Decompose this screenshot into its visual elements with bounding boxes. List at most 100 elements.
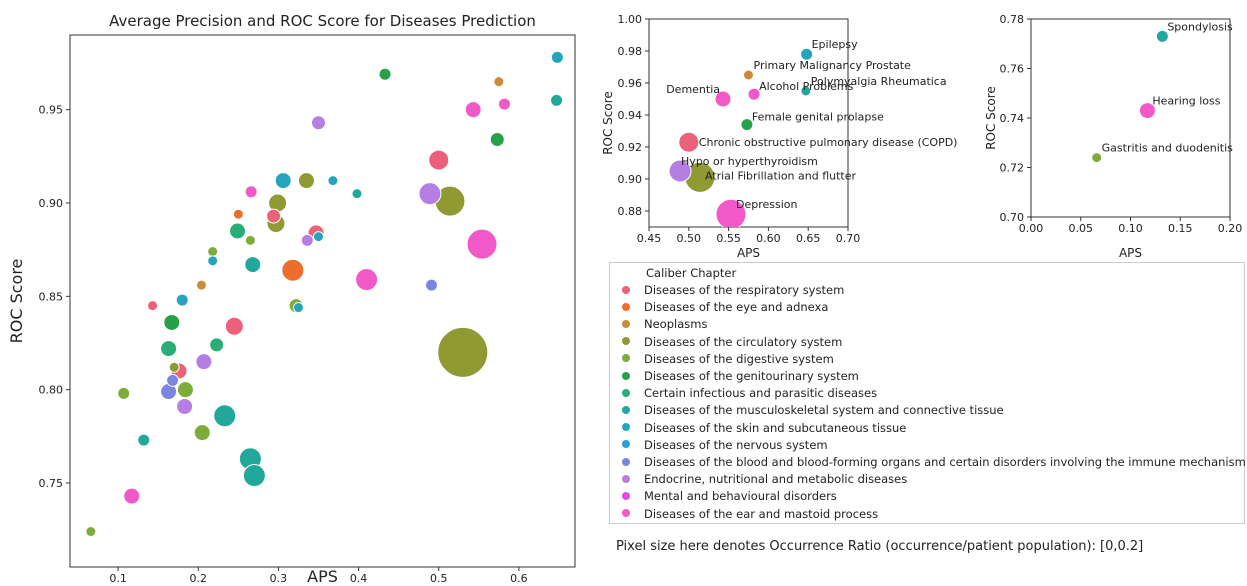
y-tick-label: 0.94	[618, 109, 643, 122]
scatter-point	[213, 404, 237, 428]
legend-label: Diseases of the nervous system	[644, 437, 828, 452]
legend: Caliber Chapter Diseases of the respirat…	[609, 262, 1246, 524]
chart-low-zoom: 0.00 0.05 0.10 0.15 0.20 0.70 0.72 0.74 0.76 0.78…	[984, 13, 1242, 260]
scatter-point	[297, 172, 315, 190]
x-axis-label: APS	[737, 246, 760, 260]
scatter-point	[229, 222, 247, 240]
point-label: Female genital prolapse	[752, 111, 884, 124]
legend-marker	[622, 319, 630, 328]
y-tick-label: 0.88	[618, 205, 643, 218]
size-note: Pixel size here denotes Occurrence Ratio…	[616, 539, 1144, 554]
scatter-point	[195, 353, 213, 371]
scatter-point	[207, 246, 219, 258]
legend-label: Diseases of the musculoskeletal system a…	[644, 403, 1004, 418]
legend-item: Diseases of the ear and mastoid process	[622, 507, 878, 523]
chart-main: 0.1 0.2 0.3 0.4 0.5 0.6 0.75 0.80 0.85 0.90 0.95 Av…	[7, 12, 576, 586]
legend-marker	[622, 302, 630, 311]
chart-top-zoom: 0.45 0.50 0.55 0.60 0.65 0.70 0.88 0.90 0.92 0.94…	[601, 13, 957, 260]
legend-item: Mental and behavioural disorders	[622, 489, 837, 505]
y-axis-label: ROC Score	[601, 91, 615, 155]
legend-label: Diseases of the blood and blood-forming …	[644, 455, 1246, 469]
point-label: Hypo or hyperthyroidism	[681, 155, 818, 168]
x-tick-label: 0.65	[796, 232, 821, 245]
scatter-point	[193, 424, 211, 442]
scatter-point	[224, 316, 244, 336]
scatter-point	[1155, 29, 1169, 43]
scatter-point	[176, 381, 194, 399]
y-tick-label: 0.80	[39, 384, 64, 397]
scatter-point	[418, 182, 442, 206]
point-label: Chronic obstructive pulmonary disease (C…	[699, 136, 958, 149]
legend-marker	[622, 405, 630, 414]
y-tick-label: 1.00	[618, 13, 643, 26]
scatter-point	[244, 185, 258, 199]
scatter-point	[147, 300, 159, 312]
y-tick-label: 0.76	[1000, 63, 1025, 76]
y-tick-label: 0.75	[39, 477, 64, 490]
y-tick-label: 0.85	[39, 290, 64, 303]
legend-marker	[622, 509, 630, 518]
scatter-point	[163, 313, 181, 331]
scatter-point	[1091, 152, 1103, 164]
x-tick-label: 0.1	[109, 572, 127, 585]
legend-marker	[622, 474, 630, 483]
legend-item: Diseases of the circulatory system	[622, 335, 842, 351]
scatter-point	[266, 208, 282, 224]
y-axis-label: ROC Score	[984, 86, 998, 150]
y-axis-label: ROC Score	[7, 259, 26, 344]
scatter-point	[489, 132, 505, 148]
x-tick-label: 0.45	[637, 232, 662, 245]
scatter-point	[425, 278, 439, 292]
point-label: Hearing loss	[1152, 95, 1220, 108]
scatter-point	[312, 231, 324, 243]
point-label: Alcohol Problems	[759, 80, 854, 93]
scatter-point	[195, 279, 207, 291]
legend-label: Endocrine, nutritional and metabolic dis…	[644, 472, 908, 487]
scatter-point	[493, 76, 505, 88]
scatter-point	[497, 97, 511, 111]
scatter-point	[166, 373, 180, 387]
legend-marker	[622, 423, 630, 432]
legend-label: Diseases of the digestive system	[644, 351, 834, 366]
legend-item: Diseases of the genitourinary system	[622, 369, 859, 385]
legend-item: Certain infectious and parasitic disease…	[622, 386, 877, 402]
y-tick-label: 0.96	[618, 77, 643, 90]
legend-item: Diseases of the musculoskeletal system a…	[622, 403, 1004, 419]
scatter-point	[740, 118, 754, 132]
scatter-point	[85, 526, 97, 538]
scatter-point	[437, 326, 489, 378]
scatter-point	[232, 208, 244, 220]
point-label: Atrial Fibrillation and flutter	[705, 169, 857, 182]
x-tick-label: 0.3	[270, 572, 288, 585]
scatter-point	[327, 175, 339, 187]
legend-marker	[622, 354, 630, 363]
legend-marker	[622, 457, 630, 466]
scatter-point	[800, 47, 814, 61]
scatter-point	[747, 87, 761, 101]
point-label: Dementia	[666, 83, 720, 96]
points-layer	[1091, 29, 1169, 164]
scatter-point	[715, 198, 747, 227]
legend-label: Diseases of the eye and adnexa	[644, 300, 829, 315]
scatter-point	[207, 255, 219, 267]
legend-label: Diseases of the genitourinary system	[644, 369, 859, 383]
scatter-point	[743, 69, 754, 81]
point-label: Gastritis and duodenitis	[1102, 142, 1234, 155]
scatter-point	[274, 172, 292, 190]
x-tick-label: 0.5	[430, 572, 448, 585]
legend-marker	[622, 285, 630, 294]
scatter-point	[175, 293, 189, 307]
point-label: Depression	[736, 198, 798, 211]
x-tick-label: 0.05	[1069, 222, 1094, 235]
legend-label: Diseases of the respiratory system	[644, 283, 845, 297]
x-tick-label: 0.00	[1019, 222, 1044, 235]
x-tick-label: 0.15	[1168, 222, 1193, 235]
legend-marker	[622, 371, 630, 380]
scatter-point	[137, 433, 151, 447]
scatter-point	[466, 228, 498, 260]
plot-frame	[1030, 18, 1231, 218]
x-tick-label: 0.50	[677, 232, 702, 245]
y-tick-label: 0.70	[1000, 211, 1025, 224]
scatter-point	[668, 159, 692, 183]
legend-item: Diseases of the nervous system	[622, 438, 828, 454]
